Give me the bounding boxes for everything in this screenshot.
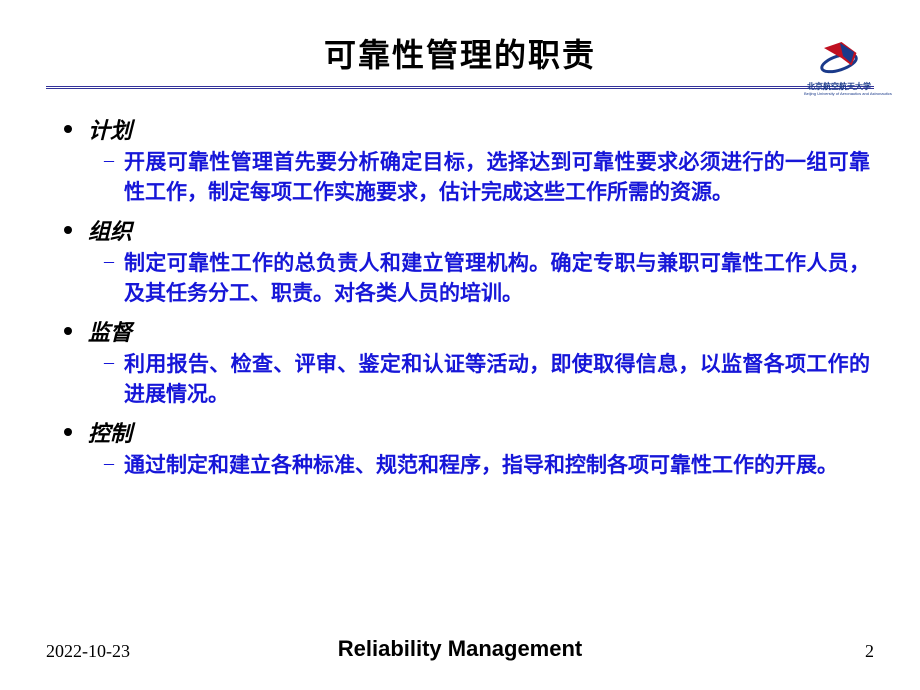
logo-text-en: Beijing University of Aeronautics and As… — [804, 92, 874, 96]
footer-center: Reliability Management — [338, 636, 583, 662]
section-title: 控制 — [88, 416, 132, 448]
dash-icon: – — [104, 149, 114, 172]
dash-icon: – — [104, 351, 114, 374]
section-head: 组织 — [64, 214, 874, 246]
footer-page-number: 2 — [865, 641, 874, 662]
bullet-disc-icon — [64, 428, 72, 436]
section-head: 计划 — [64, 113, 874, 145]
slide: 可靠性管理的职责 北京航空航天大学 Beijing University of … — [0, 0, 920, 690]
slide-title: 可靠性管理的职责 — [46, 30, 874, 86]
section-title: 计划 — [88, 113, 132, 145]
bullet-disc-icon — [64, 327, 72, 335]
logo-icon — [814, 38, 864, 78]
bullet-disc-icon — [64, 125, 72, 133]
title-rule — [46, 86, 874, 89]
section-body: – 通过制定和建立各种标准、规范和程序，指导和控制各项可靠性工作的开展。 — [64, 450, 874, 480]
section-body-text: 通过制定和建立各种标准、规范和程序，指导和控制各项可靠性工作的开展。 — [124, 450, 842, 480]
university-logo: 北京航空航天大学 Beijing University of Aeronauti… — [804, 38, 874, 96]
section-body: – 利用报告、检查、评审、鉴定和认证等活动，即使取得信息，以监督各项工作的进展情… — [64, 349, 874, 410]
bullet-disc-icon — [64, 226, 72, 234]
dash-icon: – — [104, 250, 114, 273]
content-area: 计划 – 开展可靠性管理首先要分析确定目标，选择达到可靠性要求必须进行的一组可靠… — [46, 97, 874, 480]
section-body: – 开展可靠性管理首先要分析确定目标，选择达到可靠性要求必须进行的一组可靠性工作… — [64, 147, 874, 208]
section-body-text: 制定可靠性工作的总负责人和建立管理机构。确定专职与兼职可靠性工作人员，及其任务分… — [124, 248, 874, 309]
section-body-text: 开展可靠性管理首先要分析确定目标，选择达到可靠性要求必须进行的一组可靠性工作，制… — [124, 147, 874, 208]
section-body-text: 利用报告、检查、评审、鉴定和认证等活动，即使取得信息，以监督各项工作的进展情况。 — [124, 349, 874, 410]
dash-icon: – — [104, 452, 114, 475]
section-title: 监督 — [88, 315, 132, 347]
section-head: 控制 — [64, 416, 874, 448]
section-head: 监督 — [64, 315, 874, 347]
footer: 2022-10-23 Reliability Management 2 — [0, 641, 920, 662]
footer-date: 2022-10-23 — [46, 641, 130, 662]
section-body: – 制定可靠性工作的总负责人和建立管理机构。确定专职与兼职可靠性工作人员，及其任… — [64, 248, 874, 309]
title-area: 可靠性管理的职责 北京航空航天大学 Beijing University of … — [46, 30, 874, 89]
section-title: 组织 — [88, 214, 132, 246]
